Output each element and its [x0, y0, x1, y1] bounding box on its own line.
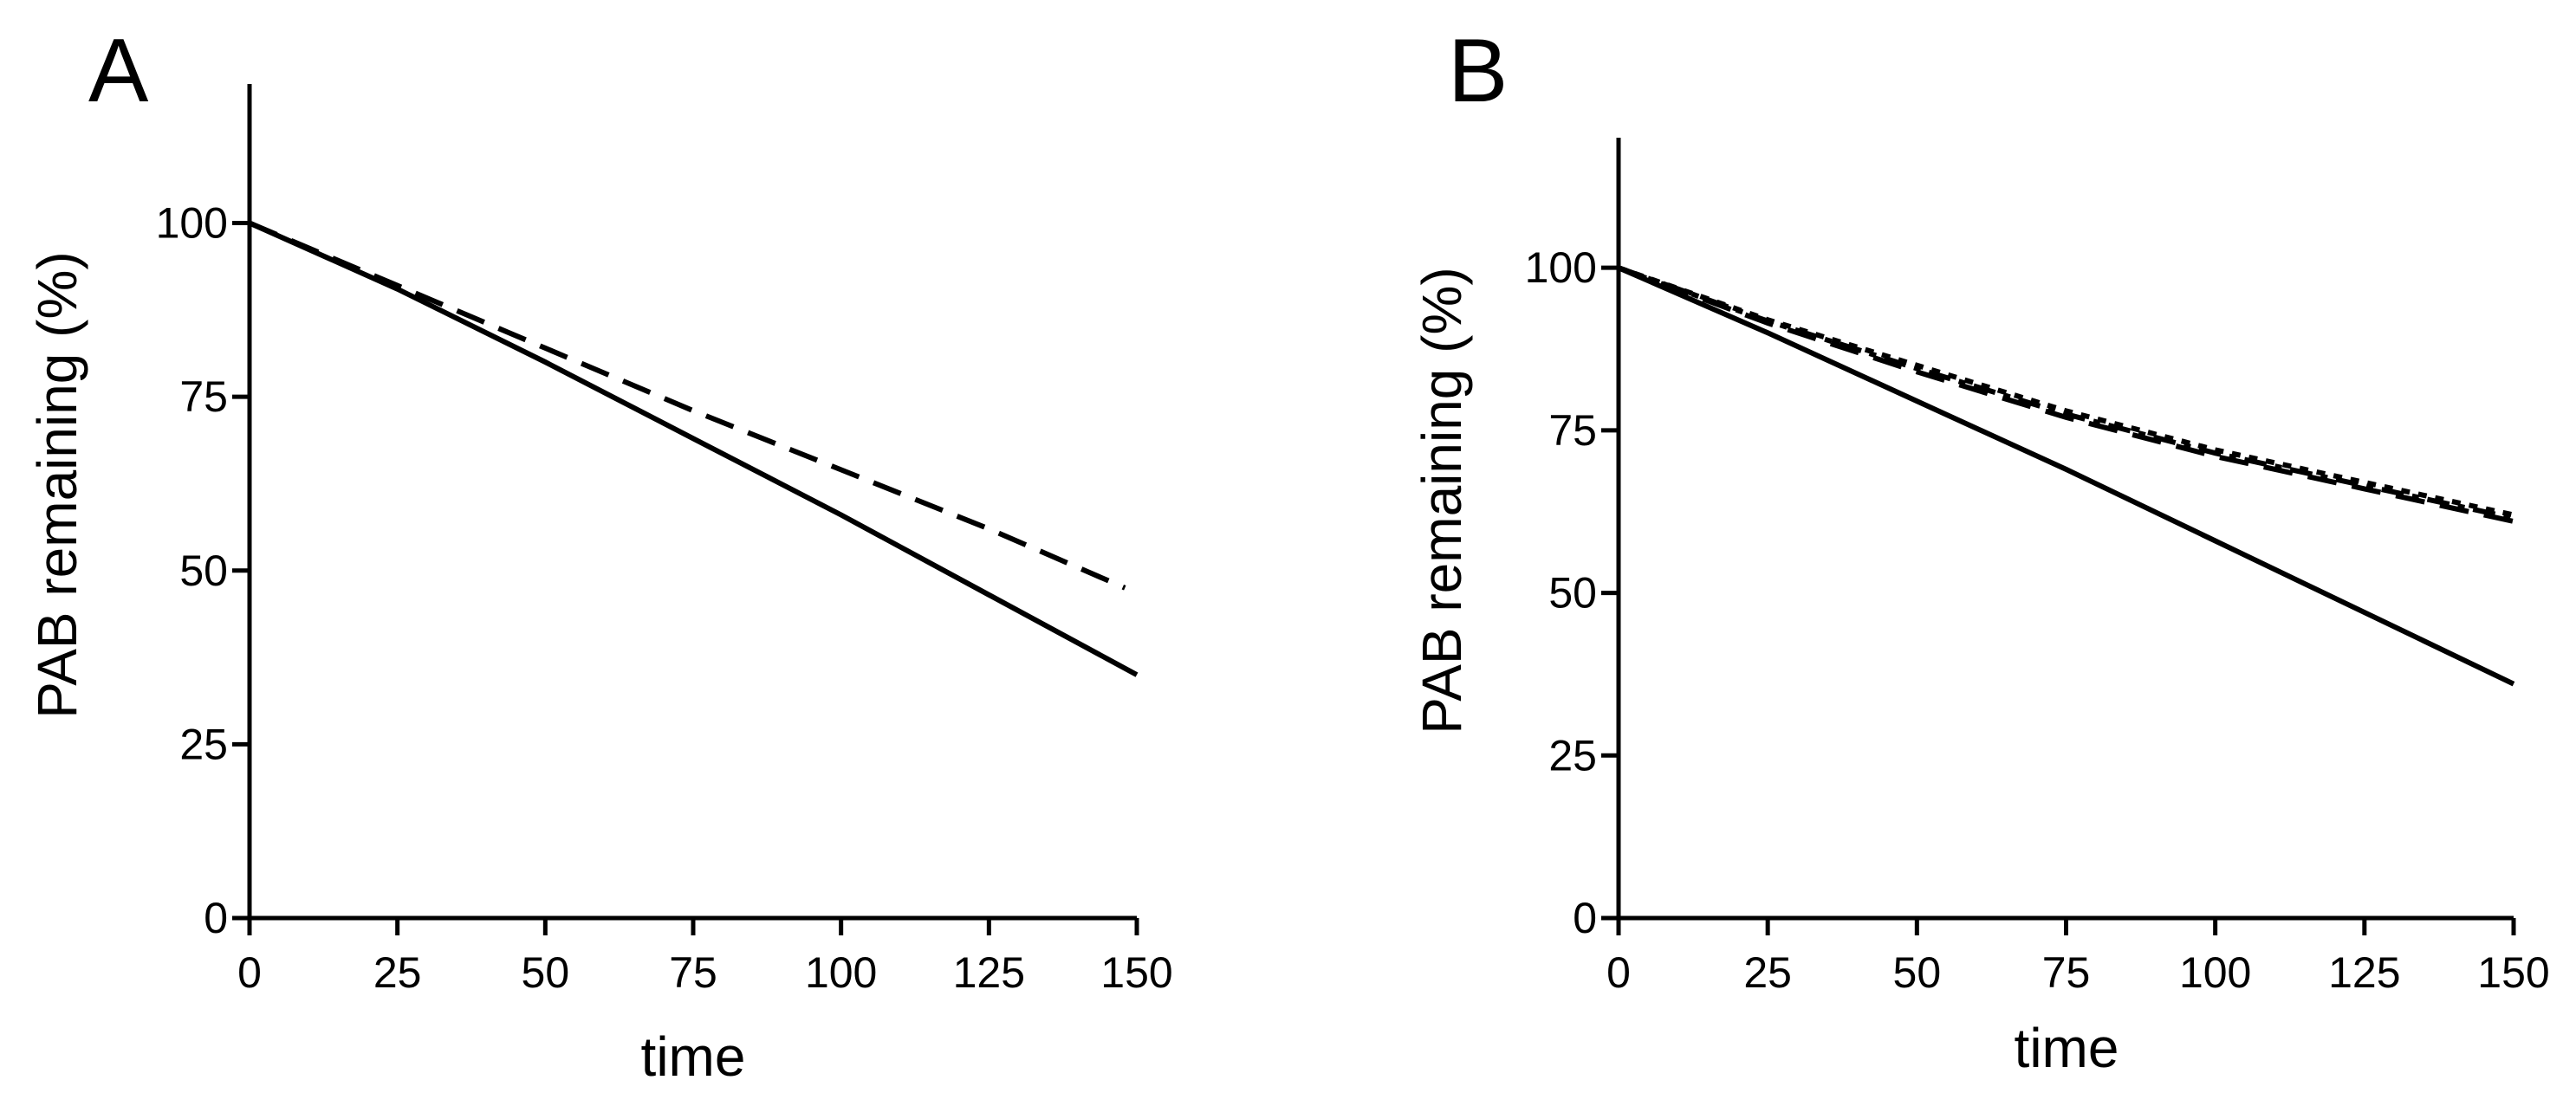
- y-tick-label-b-75: 75: [1548, 406, 1597, 455]
- x-tick-label-b-0: 0: [1606, 948, 1631, 997]
- series-b-dashed-2: [1618, 265, 2514, 518]
- x-tick-label-a-125: 125: [953, 948, 1025, 997]
- series-b-dashed-1: [1617, 265, 2514, 524]
- y-tick-label-b-50: 50: [1548, 569, 1597, 618]
- x-axis-label-b: time: [2015, 1017, 2119, 1079]
- y-tick-label-b-100: 100: [1525, 243, 1597, 292]
- panel-label-b: B: [1448, 21, 1508, 121]
- x-tick-label-b-100: 100: [2179, 948, 2251, 997]
- series-b-dashed-3: [1617, 265, 2514, 521]
- series-a-dashed: [248, 220, 1126, 591]
- y-tick-label-a-100: 100: [156, 199, 228, 248]
- y-tick-label-a-50: 50: [179, 547, 228, 595]
- panel-a: A PAB remaining (%) time 0 25 50 75 100 125 15…: [26, 21, 1173, 1088]
- x-tick-label-b-125: 125: [2328, 948, 2400, 997]
- x-tick-label-a-0: 0: [237, 948, 262, 997]
- panel-label-a: A: [88, 21, 149, 121]
- x-tick-label-b-75: 75: [2042, 948, 2091, 997]
- y-tick-label-b-0: 0: [1573, 894, 1597, 942]
- x-tick-label-a-25: 25: [373, 948, 422, 997]
- x-tick-label-b-50: 50: [1893, 948, 1942, 997]
- x-tick-label-a-50: 50: [522, 948, 570, 997]
- y-tick-label-b-25: 25: [1548, 731, 1597, 779]
- x-tick-label-b-25: 25: [1743, 948, 1792, 997]
- x-tick-label-b-150: 150: [2477, 948, 2549, 997]
- y-tick-label-a-75: 75: [179, 372, 228, 421]
- series-b-solid: [1617, 265, 2515, 687]
- panel-b: B PAB remaining (%) time 0 25 50 75 100 125 15…: [1411, 21, 2550, 1079]
- y-tick-label-a-25: 25: [179, 720, 228, 768]
- y-axis-label-b: PAB remaining (%): [1411, 267, 1473, 734]
- x-tick-label-a-100: 100: [805, 948, 877, 997]
- series-a-solid: [248, 220, 1139, 677]
- y-tick-label-a-0: 0: [204, 894, 228, 942]
- y-axis-label-a: PAB remaining (%): [26, 251, 88, 718]
- x-tick-label-a-75: 75: [669, 948, 717, 997]
- x-axis-label-a: time: [641, 1025, 746, 1088]
- x-tick-label-a-150: 150: [1100, 948, 1172, 997]
